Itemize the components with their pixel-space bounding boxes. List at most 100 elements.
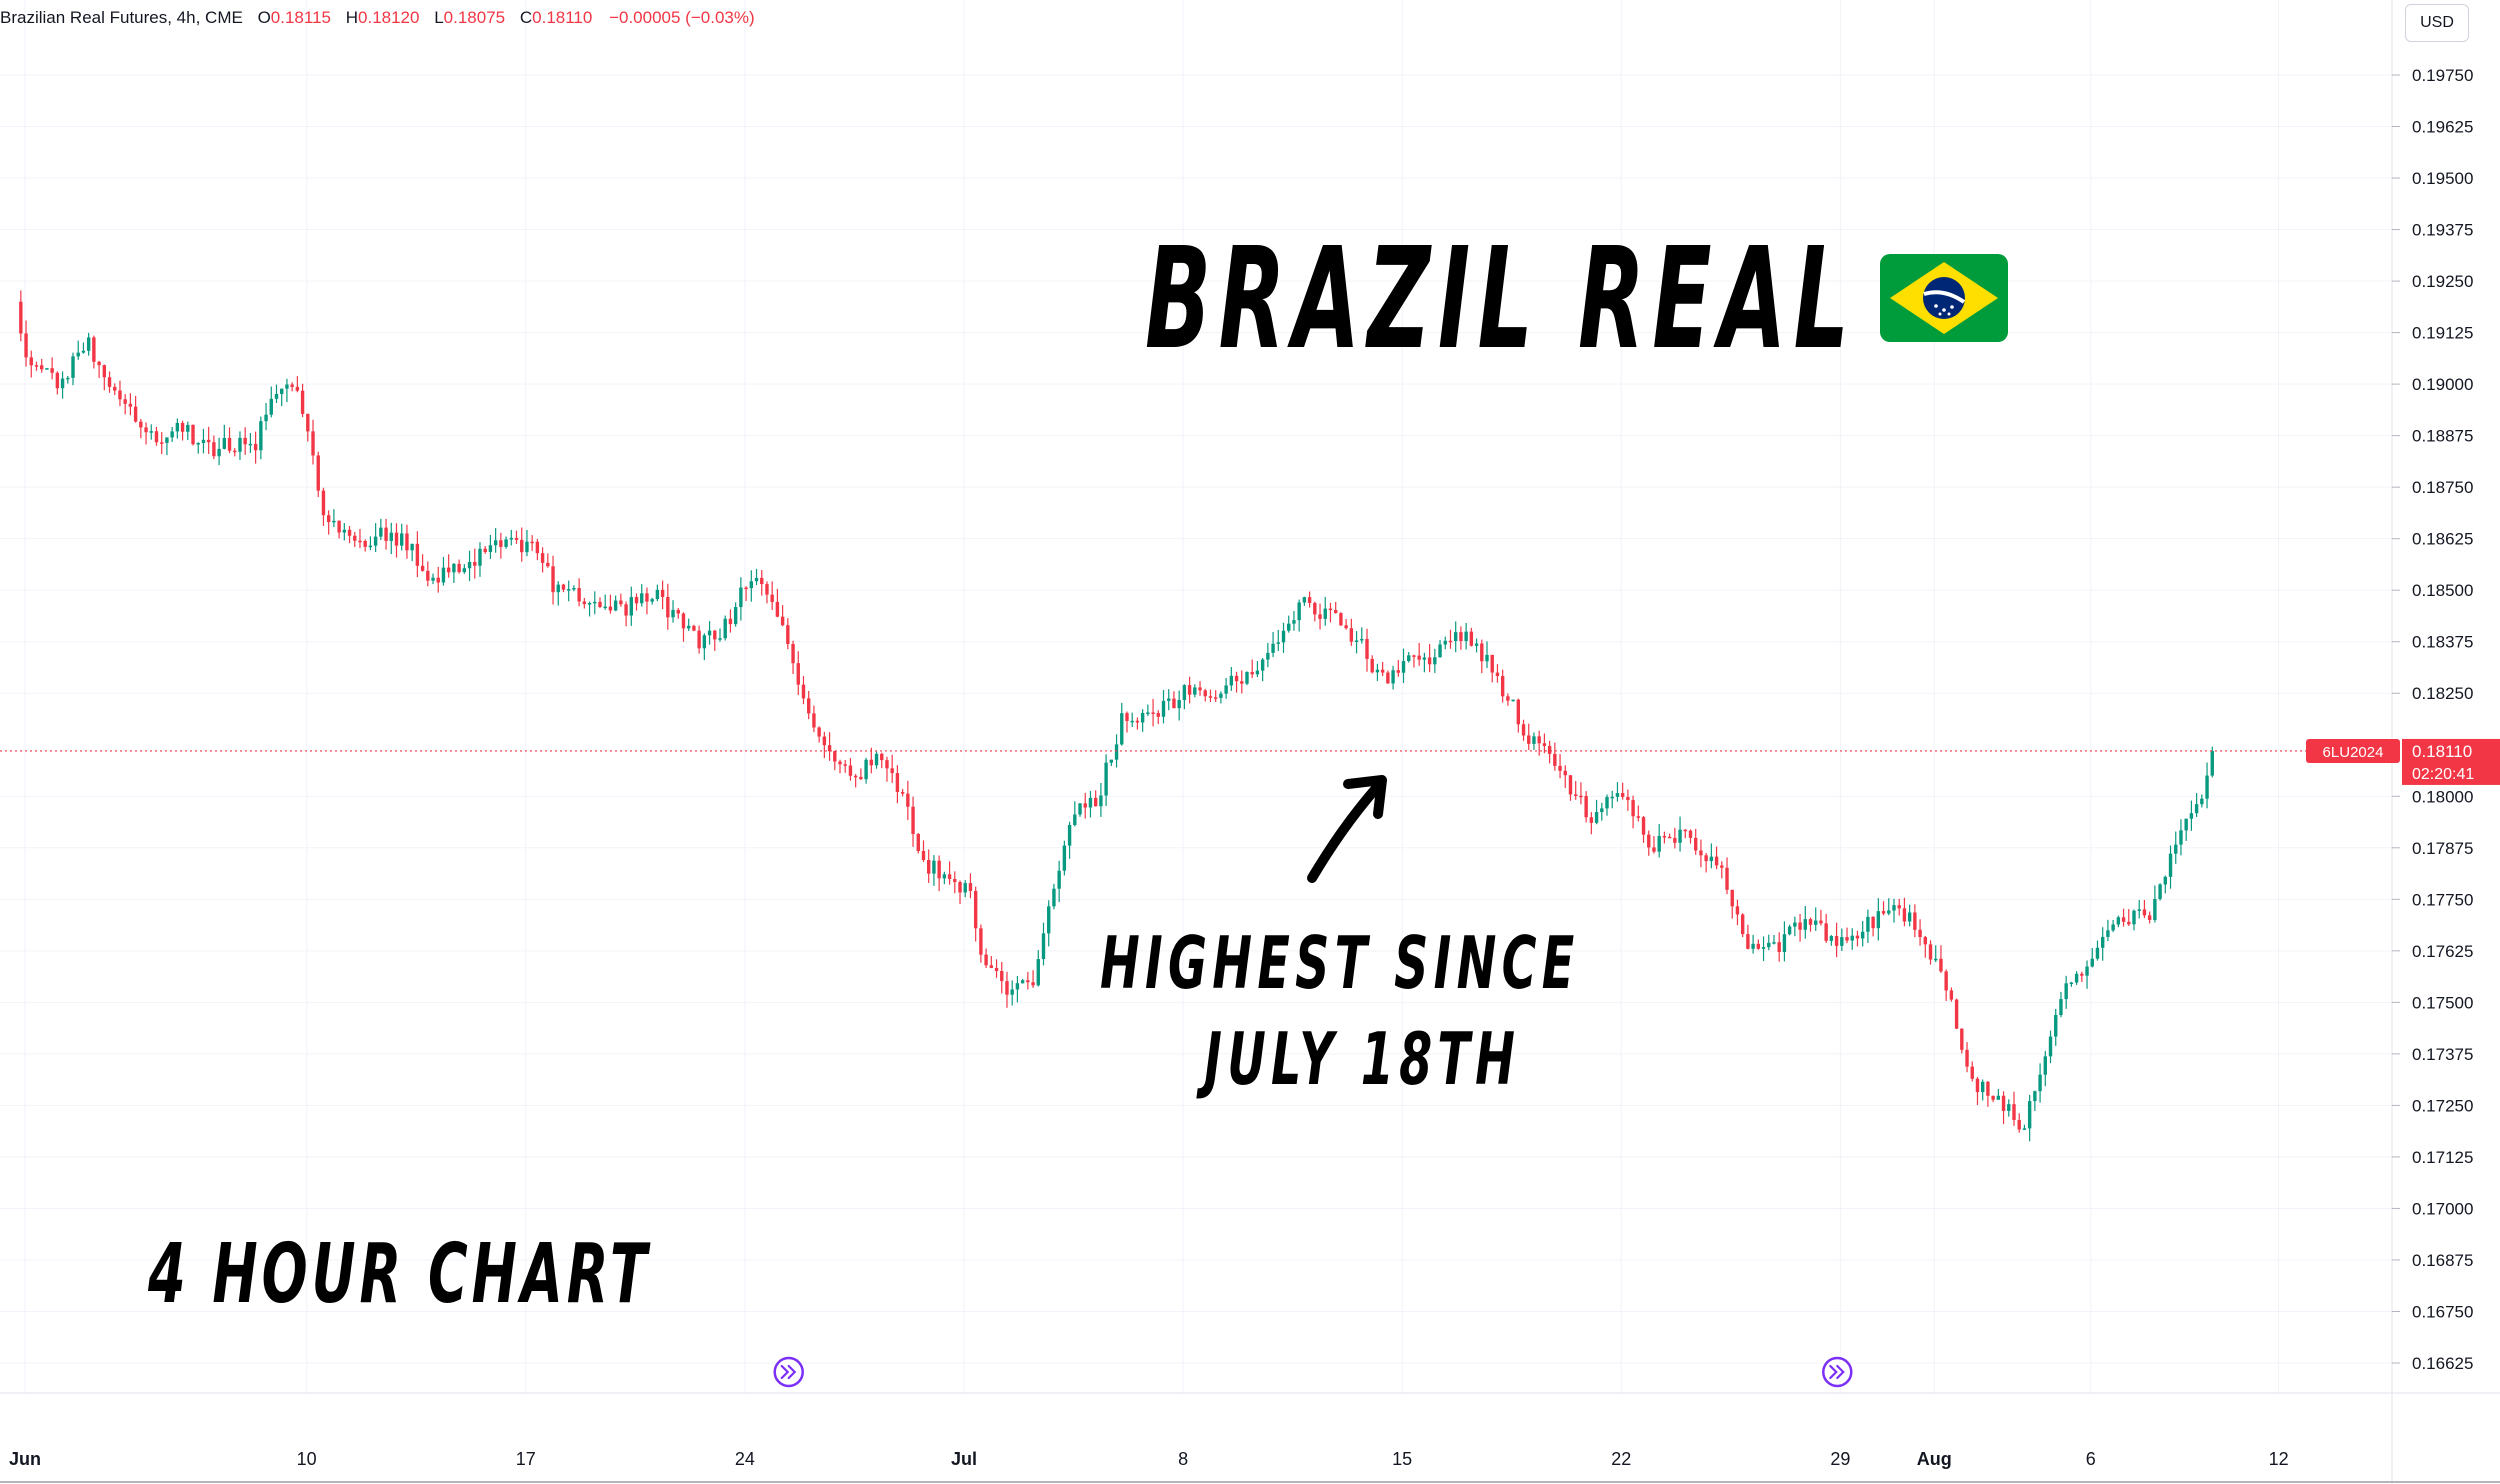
candle [420, 565, 425, 571]
candle [817, 727, 821, 737]
y-tick-label: 0.18375 [2412, 633, 2473, 652]
candle [1198, 687, 1202, 691]
y-tick-label: 0.17625 [2412, 942, 2473, 961]
x-tick-label: Jun [9, 1449, 41, 1469]
candle [1328, 608, 1333, 611]
candle [457, 563, 461, 573]
candle [201, 439, 206, 444]
candle [1313, 602, 1317, 615]
candle [1918, 929, 1922, 938]
candle [984, 954, 988, 966]
candle [1558, 765, 1562, 771]
y-tick-label: 0.19750 [2412, 66, 2473, 85]
candle [775, 601, 780, 617]
candle [1276, 642, 1280, 644]
high-label: H [345, 8, 359, 27]
candle [504, 539, 508, 547]
title-annotation: BRAZIL REAL [1145, 218, 1857, 381]
candle [1125, 713, 1129, 721]
candle [1480, 643, 1484, 662]
candle [133, 406, 138, 422]
currency-selector[interactable]: USD [2405, 4, 2469, 42]
candle [1923, 937, 1927, 945]
candle [520, 539, 524, 553]
candle [1240, 681, 1244, 684]
candle [786, 625, 790, 644]
arrow-up-right-icon [1307, 775, 1387, 883]
candle [869, 759, 874, 766]
candle [1078, 803, 1082, 815]
candle [76, 352, 80, 357]
candle [2132, 910, 2136, 925]
candle [958, 882, 962, 893]
candle [160, 442, 164, 444]
candle [1907, 912, 1912, 922]
candle [1005, 981, 1009, 995]
candle [1156, 713, 1160, 717]
candle [1114, 744, 1119, 760]
candle [1600, 808, 1604, 813]
candle [2074, 973, 2079, 983]
y-tick-label: 0.17000 [2412, 1199, 2473, 1218]
candle [937, 860, 941, 879]
close-label: C [519, 8, 533, 27]
candle [426, 570, 430, 581]
candle [1876, 911, 1881, 929]
candle [556, 584, 560, 593]
candle [1798, 922, 1802, 930]
candle [1527, 735, 1531, 744]
candle [1610, 796, 1614, 799]
candle [577, 588, 581, 602]
candle [681, 613, 686, 629]
candle [1814, 920, 1818, 925]
candle [718, 638, 722, 640]
candle [598, 601, 602, 608]
candle [373, 536, 378, 546]
candle [827, 745, 832, 752]
candle [206, 439, 211, 443]
candle [107, 377, 112, 387]
candle [916, 833, 920, 851]
candle [932, 860, 936, 874]
candle [400, 533, 404, 546]
candle [1433, 657, 1437, 665]
candle [227, 437, 232, 451]
candle [1187, 685, 1192, 695]
candle [1135, 720, 1140, 723]
bar-countdown: 02:20:41 [2412, 766, 2474, 783]
candle [629, 597, 633, 616]
candle [801, 684, 806, 699]
candle [97, 361, 101, 366]
candle [1349, 628, 1354, 642]
candle [2147, 915, 2152, 920]
candle [1688, 830, 1693, 838]
candle [838, 761, 842, 765]
candle [1219, 693, 1223, 698]
candle [702, 635, 707, 649]
candle [540, 553, 545, 563]
candle [953, 879, 957, 883]
candle [1934, 958, 1938, 961]
candle [1714, 856, 1719, 866]
candle [979, 928, 983, 955]
x-tick-label: Aug [1917, 1449, 1952, 1469]
candle [144, 427, 148, 433]
candle [1808, 919, 1813, 925]
candle [2027, 1101, 2032, 1129]
candle [1193, 687, 1197, 695]
candle [1067, 824, 1072, 846]
candle [1824, 923, 1828, 941]
candle [1177, 699, 1181, 709]
candle [347, 529, 352, 536]
candle [170, 431, 174, 438]
candle [1970, 1066, 1974, 1079]
candle [66, 377, 70, 380]
candle [248, 443, 253, 446]
y-tick-label: 0.19375 [2412, 221, 2473, 240]
candle [1073, 814, 1077, 825]
candle [1333, 609, 1338, 614]
candle [645, 593, 649, 602]
x-tick-label: 12 [2269, 1449, 2289, 1469]
